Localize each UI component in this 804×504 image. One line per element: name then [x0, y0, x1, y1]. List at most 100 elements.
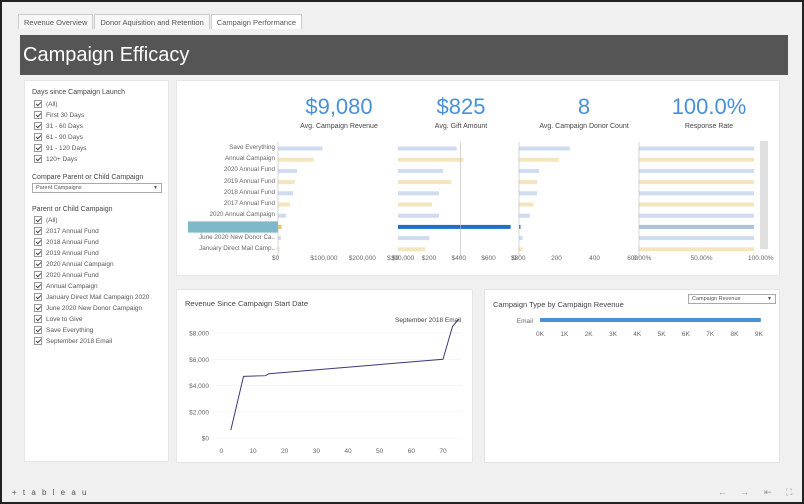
checkbox[interactable] — [34, 216, 42, 224]
kpi-bar[interactable] — [398, 157, 464, 162]
kpi-bar[interactable] — [519, 224, 521, 229]
kpi-bar[interactable] — [639, 247, 754, 252]
campaign-option[interactable]: 2020 Annual Campaign — [34, 259, 114, 269]
kpi-bar[interactable] — [398, 202, 433, 207]
campaign-option[interactable]: September 2018 Email — [34, 336, 112, 346]
kpi-bar[interactable] — [278, 180, 295, 185]
fullscreen-icon[interactable]: ⛶ — [786, 487, 793, 497]
kpi-row-label[interactable]: 2017 Annual Fund — [223, 200, 275, 207]
kpi-bar[interactable] — [278, 191, 294, 196]
checkbox[interactable] — [34, 144, 42, 152]
days-option[interactable]: 120+ Days — [34, 154, 77, 164]
checkbox[interactable] — [34, 293, 42, 301]
checkbox[interactable] — [34, 271, 42, 279]
kpi-bar[interactable] — [639, 224, 754, 229]
campaign-option[interactable]: Save Everything — [34, 325, 93, 335]
checkbox[interactable] — [34, 133, 42, 141]
kpi-row-label[interactable]: January Direct Mail Camp.. — [199, 244, 275, 252]
checkbox[interactable] — [34, 249, 42, 257]
kpi-bar[interactable] — [639, 191, 754, 196]
kpi-bar[interactable] — [519, 213, 530, 218]
kpi-bar[interactable] — [519, 157, 559, 162]
kpi-row-label[interactable]: 2020 Annual Fund — [223, 166, 275, 174]
type-bar[interactable] — [540, 318, 761, 322]
tab-revenue-overview[interactable]: Revenue Overview — [18, 14, 94, 29]
days-option[interactable]: (All) — [34, 99, 58, 109]
kpi-bar[interactable] — [519, 202, 534, 207]
days-option[interactable]: 61 - 90 Days — [34, 132, 83, 142]
kpi-bar[interactable] — [278, 247, 280, 252]
kpi-bar[interactable] — [639, 213, 754, 218]
kpi-row-label[interactable]: June 2020 New Donor Ca.. — [199, 233, 275, 241]
days-option[interactable]: 91 - 120 Days — [34, 143, 86, 153]
kpi-scrollbar[interactable] — [760, 141, 768, 249]
undo-icon[interactable]: ← — [718, 487, 727, 497]
campaign-option[interactable]: Love to Give — [34, 314, 83, 324]
checkbox[interactable] — [34, 227, 42, 235]
kpi-row-label[interactable]: 2019 Annual Fund — [223, 177, 275, 185]
kpi-bar[interactable] — [278, 202, 290, 207]
kpi-bar[interactable] — [398, 168, 444, 173]
checkbox[interactable] — [34, 326, 42, 334]
kpi-bar[interactable] — [639, 168, 754, 173]
campaign-option[interactable]: 2017 Annual Fund — [34, 226, 99, 236]
campaign-option[interactable]: 2020 Annual Fund — [34, 270, 99, 280]
tab-campaign-performance[interactable]: Campaign Performance — [210, 14, 302, 29]
campaign-option[interactable]: Annual Campaign — [34, 281, 98, 291]
kpi-bar[interactable] — [639, 146, 754, 151]
kpi-bar[interactable] — [519, 236, 523, 241]
kpi-bar[interactable] — [278, 146, 323, 151]
kpi-row-label[interactable]: Save Everything — [229, 144, 275, 151]
kpi-bar[interactable] — [639, 157, 754, 162]
checkbox[interactable] — [34, 337, 42, 345]
revenue-series-line[interactable] — [230, 318, 460, 431]
kpi-row-label[interactable]: Annual Campaign — [224, 155, 275, 163]
campaign-option[interactable]: January Direct Mail Campaign 2020 — [34, 292, 149, 302]
kpi-bar[interactable] — [398, 191, 439, 196]
kpi-bar[interactable] — [398, 247, 426, 252]
redo-icon[interactable]: → — [740, 487, 749, 497]
kpi-bar[interactable] — [278, 168, 298, 173]
kpi-bar[interactable] — [398, 180, 452, 185]
days-option[interactable]: 31 - 60 Days — [34, 121, 83, 131]
campaign-option[interactable]: (All) — [34, 215, 58, 225]
kpi-bar[interactable] — [519, 168, 539, 173]
kpi-bar[interactable] — [278, 213, 286, 218]
type-x-tick: 6K — [682, 331, 691, 338]
checkbox[interactable] — [34, 155, 42, 163]
kpi-bar[interactable] — [519, 247, 523, 252]
kpi-bar[interactable] — [278, 236, 281, 241]
days-option[interactable]: First 30 Days — [34, 110, 84, 120]
kpi-bar[interactable] — [639, 236, 754, 241]
measure-dropdown[interactable]: Campaign Revenue ▼ — [688, 294, 776, 304]
campaign-option[interactable]: June 2020 New Donor Campaign — [34, 303, 142, 313]
campaign-option-label: Annual Campaign — [46, 282, 98, 290]
compare-dropdown[interactable]: Parent Campaigns ▼ — [32, 183, 162, 193]
checkbox[interactable] — [34, 315, 42, 323]
kpi-bar[interactable] — [398, 146, 457, 151]
kpi-bar[interactable] — [519, 180, 538, 185]
kpi-bar[interactable] — [278, 157, 314, 162]
kpi-bar[interactable] — [519, 191, 538, 196]
kpi-bar[interactable] — [639, 180, 754, 185]
kpi-row-label[interactable]: 2020 Annual Campaign — [209, 211, 275, 219]
compare-dropdown-value: Parent Campaigns — [36, 185, 82, 191]
kpi-bar[interactable] — [398, 213, 439, 218]
campaign-option[interactable]: 2019 Annual Fund — [34, 248, 99, 258]
checkbox[interactable] — [34, 238, 42, 246]
checkbox[interactable] — [34, 304, 42, 312]
revert-icon[interactable]: ⇤ — [764, 487, 772, 497]
checkbox[interactable] — [34, 260, 42, 268]
kpi-row-label[interactable]: 2018 Annual Fund — [223, 188, 275, 196]
kpi-bar[interactable] — [398, 224, 511, 229]
checkbox[interactable] — [34, 122, 42, 130]
checkbox[interactable] — [34, 111, 42, 119]
checkbox[interactable] — [34, 282, 42, 290]
kpi-bar[interactable] — [639, 202, 754, 207]
tab-donor-acquisition[interactable]: Donor Aquisition and Retention — [94, 14, 210, 29]
campaign-option[interactable]: 2018 Annual Fund — [34, 237, 99, 247]
kpi-bar[interactable] — [278, 224, 282, 229]
kpi-bar[interactable] — [519, 146, 570, 151]
checkbox[interactable] — [34, 100, 42, 108]
kpi-bar[interactable] — [398, 236, 430, 241]
